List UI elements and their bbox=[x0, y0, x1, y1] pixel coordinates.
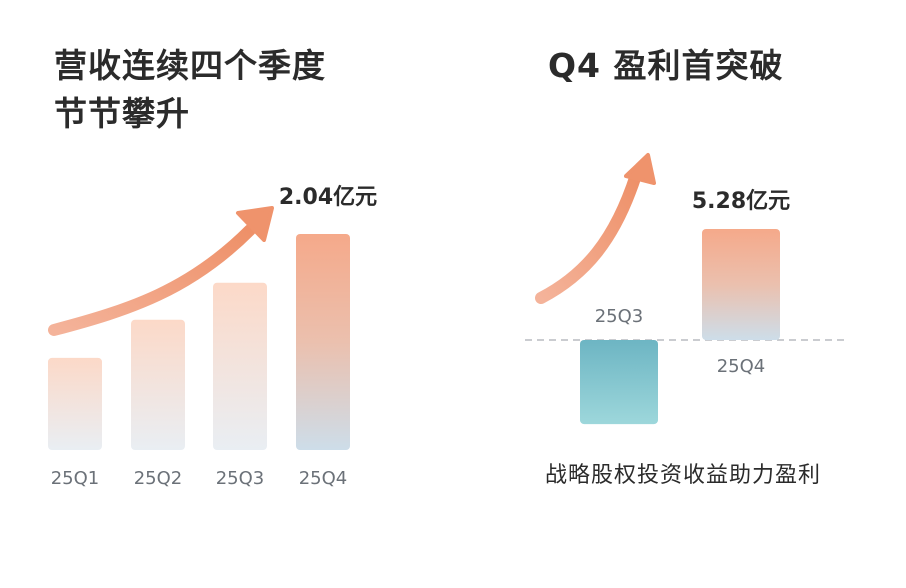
bar-25Q2 bbox=[131, 319, 185, 450]
revenue-title-line-2: 节节攀升 bbox=[54, 94, 190, 133]
x-tick-label: 25Q3 bbox=[216, 468, 265, 489]
bar-25Q3 bbox=[213, 282, 267, 450]
x-tick-label: 25Q3 bbox=[595, 306, 644, 327]
trend-arrow bbox=[535, 169, 642, 304]
bar-25Q4 bbox=[296, 234, 350, 450]
trend-arrow-head bbox=[624, 153, 656, 185]
revenue-title-line-1: 营收连续四个季度 bbox=[54, 46, 326, 85]
chart-caption: 战略股权投资收益助力盈利 bbox=[545, 463, 821, 488]
x-tick-label: 25Q2 bbox=[134, 468, 183, 489]
data-label: 2.04亿元 bbox=[279, 185, 377, 210]
data-label: 5.28亿元 bbox=[692, 189, 790, 214]
revenue-chart-title: 营收连续四个季度 节节攀升 bbox=[54, 42, 326, 138]
bar-25Q3 bbox=[580, 340, 658, 425]
trend-arrow-head bbox=[236, 206, 274, 242]
bar-25Q4 bbox=[702, 229, 780, 340]
x-tick-label: 25Q4 bbox=[717, 356, 766, 377]
x-tick-label: 25Q1 bbox=[51, 468, 100, 489]
trend-arrow bbox=[48, 224, 256, 336]
bar-25Q1 bbox=[48, 357, 102, 450]
profit-chart-title: Q4 盈利首突破 bbox=[548, 46, 784, 85]
x-tick-label: 25Q4 bbox=[299, 468, 348, 489]
